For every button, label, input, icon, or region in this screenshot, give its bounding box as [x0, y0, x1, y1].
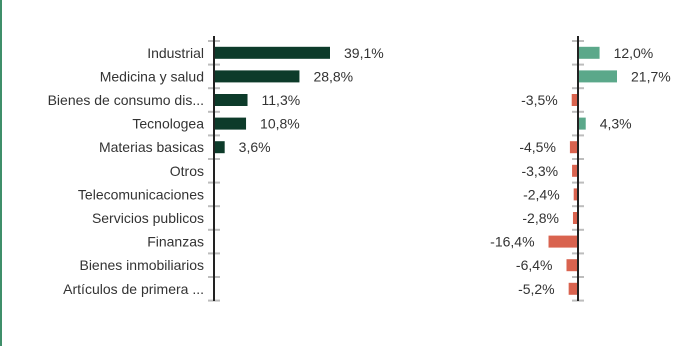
left-bar	[214, 46, 330, 59]
panel-accent-border	[0, 0, 2, 346]
left-bar	[214, 70, 300, 83]
right-bar-negative	[572, 164, 578, 177]
category-label: Finanzas	[147, 234, 204, 250]
left-bar	[214, 141, 225, 154]
category-label: Bienes de consumo dis...	[48, 92, 204, 108]
right-bar-negative	[568, 282, 578, 295]
left-data-label: 3,6%	[239, 139, 271, 155]
right-bar-negative	[548, 235, 578, 248]
category-label: Servicios publicos	[92, 210, 204, 226]
right-data-label: -2,4%	[523, 186, 560, 202]
category-label: Industrial	[147, 45, 204, 61]
category-label: Telecomunicaciones	[78, 186, 204, 202]
category-label: Materias basicas	[99, 139, 204, 155]
right-bar-negative	[566, 259, 578, 272]
right-bar-negative	[569, 141, 578, 154]
right-bar-negative	[573, 188, 578, 201]
category-label: Tecnologea	[132, 116, 204, 132]
left-data-label: 39,1%	[344, 45, 384, 61]
category-label: Artículos de primera ...	[63, 281, 204, 297]
left-bar	[214, 94, 248, 106]
right-bar-chart: 12,0% 21,7% -3,5% 4,3% -4,5% -3,3% -2,4% -2,8% -…	[490, 36, 671, 302]
right-data-label: -3,3%	[521, 163, 558, 179]
left-bar-chart: Industrial 39,1% Medicina y salud 28,8% Bien…	[48, 36, 384, 302]
right-data-label: -3,5%	[521, 92, 558, 108]
right-data-label: -5,2%	[518, 281, 555, 297]
category-label: Medicina y salud	[100, 68, 204, 84]
right-data-label: 21,7%	[631, 68, 671, 84]
left-data-label: 10,8%	[260, 116, 300, 132]
right-data-label: -4,5%	[519, 139, 556, 155]
right-data-label: -16,4%	[490, 234, 534, 250]
left-data-label: 11,3%	[262, 92, 301, 108]
right-data-label: 12,0%	[614, 45, 654, 61]
left-data-label: 28,8%	[313, 68, 353, 84]
category-label: Otros	[170, 163, 204, 179]
left-bar	[214, 117, 247, 130]
right-bar-negative	[571, 94, 578, 106]
right-data-label: -2,8%	[522, 210, 559, 226]
right-bar-positive	[578, 117, 586, 130]
category-label: Bienes inmobiliarios	[79, 257, 204, 273]
right-data-label: 4,3%	[600, 116, 632, 132]
right-bar-positive	[578, 70, 617, 83]
right-bar-positive	[578, 46, 600, 59]
right-data-label: -6,4%	[516, 257, 553, 273]
right-bar-negative	[572, 212, 578, 224]
